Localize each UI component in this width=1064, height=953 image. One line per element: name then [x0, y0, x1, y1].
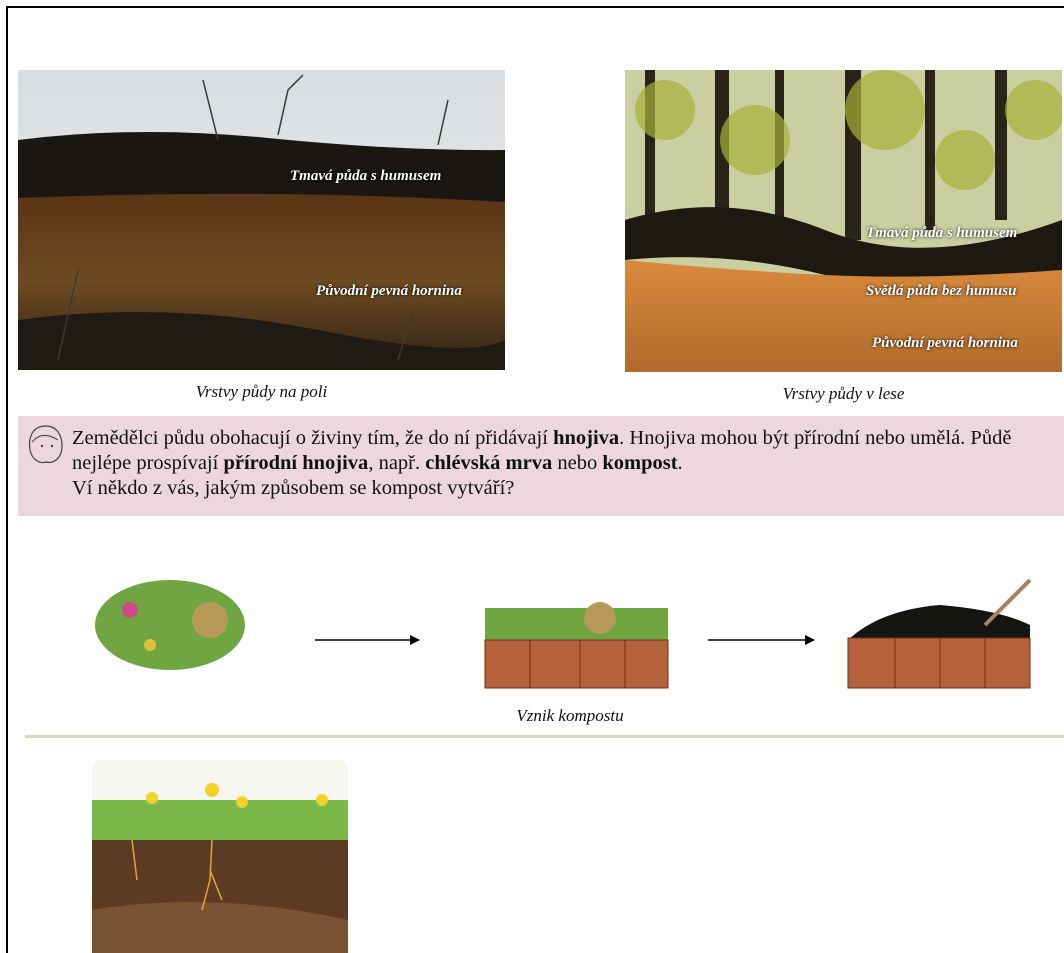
- photo-label: Tmavá půda s humusem: [290, 168, 441, 185]
- text-run: .: [678, 452, 683, 474]
- field-photo: [18, 70, 505, 370]
- callout-box: Zemědělci půdu obohacují o živiny tím, ž…: [18, 416, 1064, 516]
- photo-caption: Vrstvy půdy na poli: [18, 382, 505, 402]
- separator: [25, 735, 1064, 738]
- photo-label: Tmavá půda s humusem: [866, 225, 1017, 242]
- photo-label: Původní pevná hornina: [872, 335, 1018, 352]
- text-run: Zemědělci půdu obohacují o živiny tím, ž…: [72, 427, 553, 449]
- callout-question: Ví někdo z vás, jakým způsobem se kompos…: [72, 476, 1062, 501]
- text-run: , např.: [368, 452, 425, 474]
- bold-run: přírodní hnojiva: [223, 452, 368, 474]
- callout-paragraph: Zemědělci půdu obohacují o živiny tím, ž…: [72, 426, 1062, 476]
- forest-photo: [625, 70, 1062, 372]
- text-run: nebo: [552, 452, 602, 474]
- bold-run: chlévská mrva: [425, 452, 552, 474]
- callout-text: Zemědělci půdu obohacují o živiny tím, ž…: [72, 426, 1062, 501]
- photo-caption: Vrstvy půdy v lese: [625, 384, 1062, 404]
- compost-caption: Vznik kompostu: [405, 706, 735, 726]
- photo-label: Světlá půda bez humusu: [866, 283, 1016, 300]
- page: Tmavá půda s humusem Původní pevná horni…: [0, 0, 1064, 953]
- girl-icon: [22, 422, 70, 466]
- photo-label: Původní pevná hornina: [316, 283, 462, 300]
- compost-illustration: [80, 570, 1064, 700]
- bold-run: kompost: [602, 452, 677, 474]
- bold-run: hnojiva: [553, 427, 619, 449]
- soil-illustration: [92, 760, 348, 953]
- plant-waste: [95, 580, 245, 670]
